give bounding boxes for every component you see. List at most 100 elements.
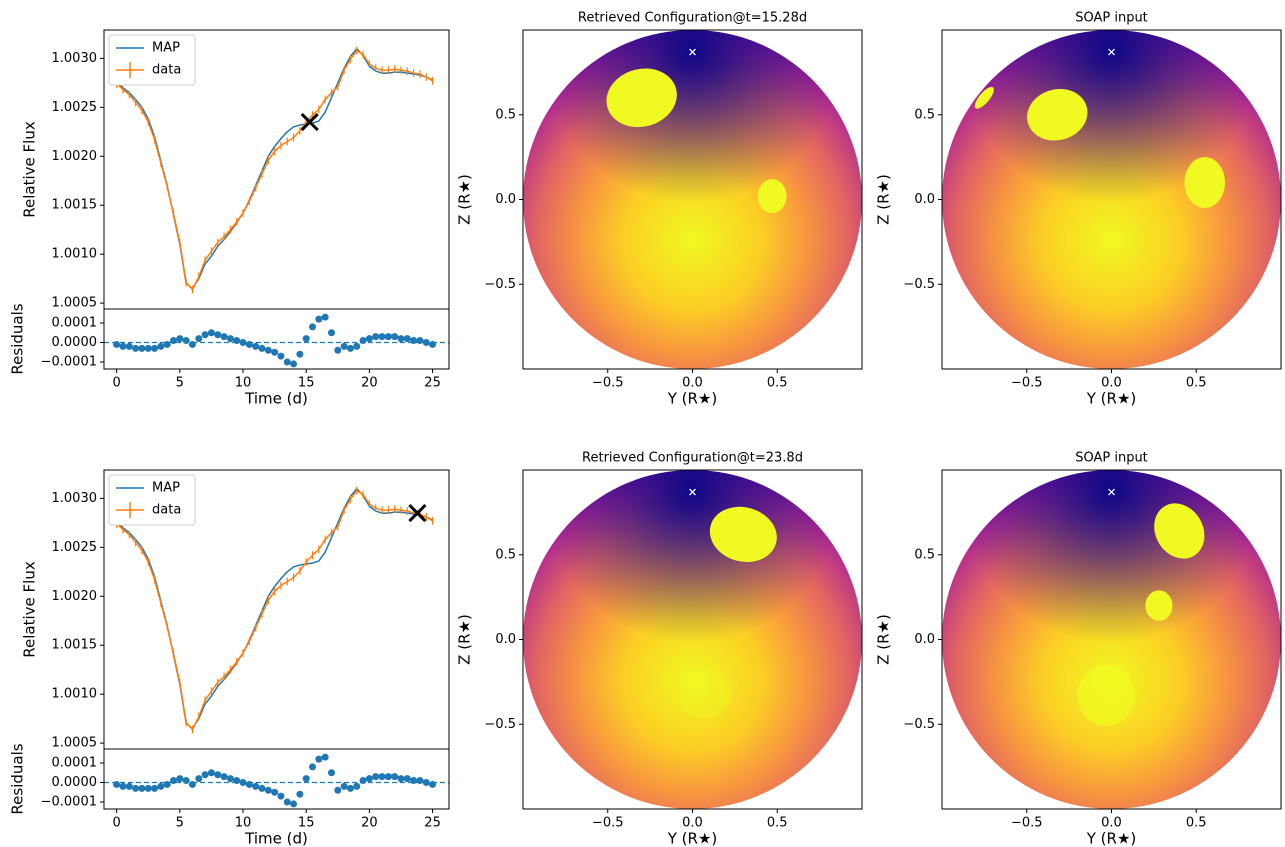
chart-title: SOAP input	[1075, 451, 1148, 466]
y-tick-label: 0.0001	[52, 316, 98, 331]
spot	[606, 68, 677, 128]
x-axis-label: Y (R★)	[667, 390, 718, 408]
chart-title: SOAP input	[1075, 11, 1148, 26]
axes-frame	[103, 308, 450, 370]
residual-point	[132, 784, 140, 792]
x-tick-label: −0.5	[1011, 816, 1043, 831]
y-tick-label: −0.0001	[41, 794, 97, 809]
y-tick-label: −0.5	[903, 277, 935, 292]
y-tick-label: 1.0030	[52, 51, 98, 66]
y-tick-label: 0.0000	[52, 775, 98, 790]
residual-point	[309, 323, 317, 331]
legend: MAP data	[108, 474, 196, 526]
spot	[1145, 590, 1173, 621]
residual-point	[384, 773, 392, 781]
residual-point	[245, 780, 253, 788]
series-line	[116, 489, 433, 731]
residual-point	[327, 769, 335, 777]
residual-point	[277, 352, 285, 360]
x-tick-label: 5	[176, 816, 184, 831]
residual-point	[214, 771, 222, 779]
residual-point	[410, 337, 418, 345]
y-tick-label: 0.0	[495, 632, 516, 647]
residual-point	[138, 344, 146, 352]
legend-label: data	[152, 63, 181, 78]
x-tick-label: 0.0	[1101, 816, 1122, 831]
x-tick-label: −0.5	[592, 376, 624, 391]
legend: MAP data	[108, 34, 196, 86]
residual-point	[264, 786, 272, 794]
spot	[1077, 664, 1136, 726]
residual-point	[119, 782, 127, 790]
y-tick-label: 1.0005	[52, 296, 98, 311]
y-tick-label: 0.5	[914, 107, 935, 122]
residual-point	[290, 800, 298, 808]
residual-point	[188, 780, 196, 788]
residual-point	[113, 340, 121, 348]
residual-point	[264, 346, 272, 354]
residual-point	[283, 358, 291, 366]
residual-point	[359, 777, 367, 785]
residual-point	[353, 342, 361, 350]
x-tick-label: −0.5	[1011, 376, 1043, 391]
x-tick-label: 0.5	[767, 376, 788, 391]
residual-point	[170, 337, 178, 345]
x-tick-label: 20	[361, 376, 378, 391]
y-tick-label: 1.0010	[52, 247, 98, 262]
y-axis-label: Z (R★)	[875, 174, 893, 225]
y-tick-label: 1.0025	[52, 540, 98, 555]
x-tick-label: 0	[112, 816, 120, 831]
residual-point	[144, 784, 152, 792]
residual-point	[429, 780, 437, 788]
residual-point	[340, 782, 348, 790]
residual-point	[258, 784, 266, 792]
residual-point	[258, 344, 266, 352]
residual-point	[429, 340, 437, 348]
residual-point	[321, 313, 329, 321]
residual-point	[346, 344, 354, 352]
chart-title: Retrieved Configuration@t=23.8d	[582, 451, 803, 466]
residual-point	[391, 773, 399, 781]
residual-point	[119, 342, 127, 350]
residual-point	[252, 782, 260, 790]
residual-point	[321, 753, 329, 761]
residual-point	[188, 340, 196, 348]
residual-point	[378, 333, 386, 341]
residual-point	[207, 769, 215, 777]
y-tick-label: 0.5	[914, 547, 935, 562]
residual-point	[416, 777, 424, 785]
residual-point	[397, 775, 405, 783]
residual-point	[220, 773, 228, 781]
residual-point	[182, 777, 190, 785]
legend-label: data	[152, 503, 181, 518]
x-axis-label: Y (R★)	[1086, 390, 1137, 408]
residual-point	[365, 775, 373, 783]
y-tick-label: 0.0001	[52, 756, 98, 771]
x-tick-label: 10	[235, 816, 252, 831]
y-tick-label: 0.0000	[52, 335, 98, 350]
residual-point	[176, 335, 184, 343]
residual-point	[296, 790, 304, 798]
x-tick-label: 25	[424, 816, 441, 831]
residual-point	[340, 342, 348, 350]
y-tick-label: 0.5	[495, 107, 516, 122]
residual-point	[226, 335, 234, 343]
residual-point	[182, 337, 190, 345]
disk-shading	[523, 470, 862, 809]
residual-point	[315, 755, 323, 763]
time-marker	[408, 504, 427, 523]
residual-point	[207, 329, 215, 337]
residual-point	[391, 333, 399, 341]
residual-point	[378, 773, 386, 781]
residual-point	[195, 775, 203, 783]
residual-point	[195, 335, 203, 343]
x-tick-label: 0	[112, 376, 120, 391]
x-tick-label: 0.0	[1101, 376, 1122, 391]
x-tick-label: 0.5	[767, 816, 788, 831]
y-tick-label: 0.5	[495, 547, 516, 562]
x-axis-label: Y (R★)	[1086, 830, 1137, 847]
y-tick-label: 1.0020	[52, 589, 98, 604]
x-tick-label: 15	[298, 376, 315, 391]
spot	[680, 668, 732, 720]
x-tick-label: 0.5	[1186, 376, 1207, 391]
